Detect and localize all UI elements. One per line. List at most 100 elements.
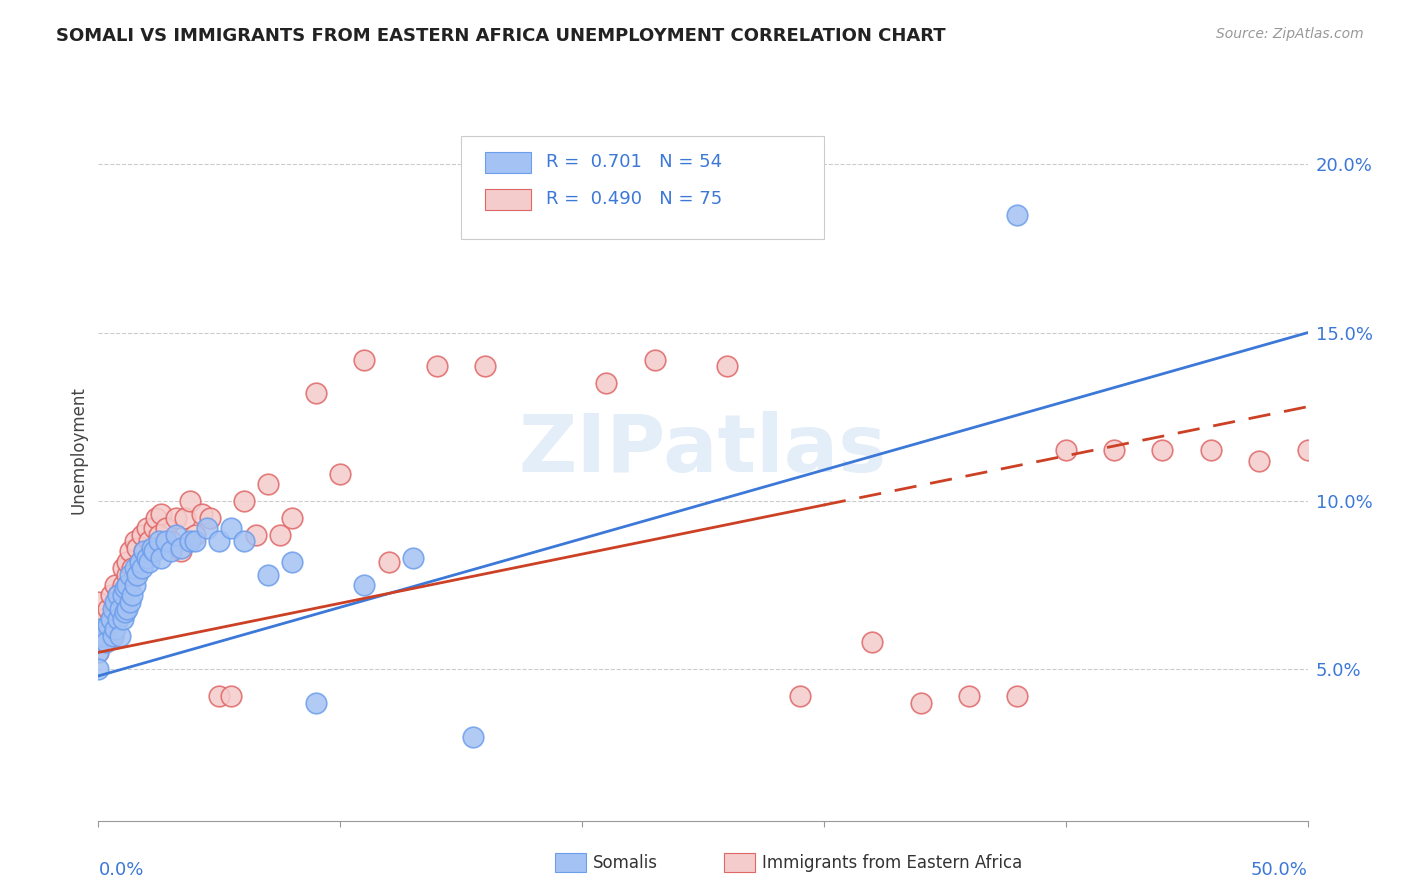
Point [100,612,122,626]
Point [97,601,120,615]
Point [221,521,243,535]
Point [101,629,124,643]
Point [143,521,166,535]
Point [957,689,980,703]
Point [100,588,122,602]
Point [107,612,129,626]
Point [534,174,557,188]
Point [165,510,187,524]
Point [101,629,124,643]
Point [184,534,207,549]
Point [131,527,153,541]
Point [134,544,156,558]
Point [118,544,141,558]
Point [87,612,110,626]
Point [104,578,127,592]
Point [179,494,201,508]
Point [124,578,146,592]
Point [910,696,932,710]
Point [595,376,617,391]
Point [1296,443,1319,458]
Point [165,527,187,541]
Text: R =  0.490   N = 75: R = 0.490 N = 75 [546,190,723,208]
Point [195,521,218,535]
Point [402,551,425,566]
Point [124,534,146,549]
Y-axis label: Unemployment: Unemployment [69,386,87,515]
FancyBboxPatch shape [485,153,531,173]
Point [87,645,110,659]
Point [1054,443,1077,458]
Point [117,554,139,569]
Point [108,601,131,615]
Point [329,467,352,481]
Point [90,629,112,643]
Point [87,635,110,649]
Point [87,645,110,659]
Point [118,568,141,582]
Point [101,601,124,615]
Point [232,534,254,549]
Point [108,595,131,609]
Point [118,574,141,589]
Point [87,662,110,676]
Point [138,554,160,569]
Point [94,635,117,649]
Point [117,568,139,582]
Point [377,554,399,569]
Point [1249,453,1271,467]
Point [150,508,173,522]
Point [87,635,110,649]
Text: SOMALI VS IMMIGRANTS FROM EASTERN AFRICA UNEMPLOYMENT CORRELATION CHART: SOMALI VS IMMIGRANTS FROM EASTERN AFRICA… [56,27,946,45]
Text: Somalis: Somalis [593,854,658,871]
Point [135,551,157,566]
Point [108,629,131,643]
Point [474,359,496,374]
Point [160,544,183,558]
Point [87,595,110,609]
Point [1007,208,1029,222]
Point [245,527,267,541]
Point [111,578,134,592]
Text: ZIPatlas: ZIPatlas [519,411,887,490]
Point [141,544,163,558]
Point [111,612,134,626]
Point [232,494,254,508]
Point [184,527,207,541]
Text: 0.0%: 0.0% [98,861,143,879]
Point [169,541,191,555]
Point [145,510,167,524]
Point [198,510,221,524]
Point [208,534,231,549]
Point [114,605,136,619]
Point [269,527,291,541]
Point [107,588,129,602]
FancyBboxPatch shape [485,189,531,210]
Point [135,521,157,535]
Point [117,601,139,615]
Point [644,352,666,367]
Point [150,551,173,566]
Point [107,612,129,626]
Point [281,554,304,569]
Point [128,554,150,569]
Point [100,612,122,626]
Point [160,534,183,549]
Point [169,544,191,558]
Point [155,521,177,535]
Point [305,386,328,401]
Point [191,508,214,522]
Point [174,510,197,524]
Point [789,689,811,703]
Point [121,588,143,602]
Point [87,622,110,636]
Point [179,534,201,549]
Point [155,534,177,549]
Point [134,544,156,558]
Point [860,635,883,649]
Point [143,544,166,558]
Point [148,534,170,549]
Point [305,696,328,710]
Point [1152,443,1174,458]
Point [1199,443,1222,458]
